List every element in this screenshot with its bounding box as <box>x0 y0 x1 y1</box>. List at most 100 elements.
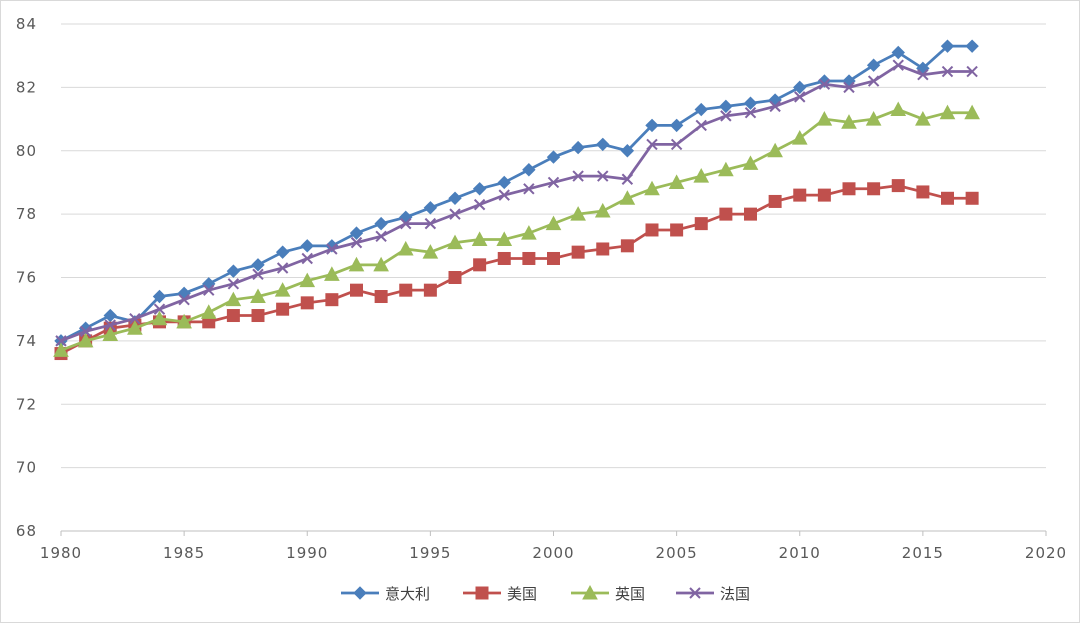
data-point <box>375 230 387 243</box>
series-3 <box>53 101 980 357</box>
data-point <box>251 309 265 323</box>
data-point <box>620 144 635 158</box>
data-point <box>522 163 536 177</box>
data-point <box>720 110 732 122</box>
data-point <box>546 150 561 164</box>
data-point <box>964 104 980 120</box>
data-point <box>324 266 340 281</box>
data-point <box>423 201 438 215</box>
data-point <box>719 207 733 221</box>
series-2 <box>54 179 979 361</box>
data-point <box>127 320 143 335</box>
data-point <box>103 308 117 323</box>
data-point <box>203 284 215 296</box>
data-point <box>200 304 217 319</box>
y-tick-label: 84 <box>16 15 37 33</box>
legend-marker <box>582 584 598 600</box>
data-point <box>129 312 141 325</box>
data-point <box>349 226 364 240</box>
data-point <box>965 39 979 53</box>
data-point <box>767 142 783 158</box>
data-point <box>400 217 412 230</box>
data-point <box>842 182 856 196</box>
data-point <box>791 130 808 145</box>
data-point <box>694 217 708 231</box>
x-tick-label: 2010 <box>779 544 821 562</box>
data-point <box>596 137 610 152</box>
axes <box>60 530 1047 536</box>
data-point <box>496 231 513 246</box>
data-point <box>448 191 462 205</box>
legend-label: 法国 <box>720 585 750 603</box>
series-group <box>53 39 980 361</box>
data-point <box>793 80 807 95</box>
data-point <box>768 194 782 208</box>
data-point <box>325 293 339 307</box>
data-point <box>276 302 290 316</box>
legend-item: 意大利 <box>341 585 430 603</box>
series-4 <box>55 59 978 347</box>
data-point <box>865 111 882 126</box>
data-point <box>572 170 584 182</box>
legend: 意大利 美国 英国 法国 <box>341 584 750 603</box>
data-point <box>176 313 192 329</box>
data-point <box>448 271 462 284</box>
data-point <box>104 319 116 331</box>
data-point <box>251 258 265 272</box>
data-point <box>669 118 684 133</box>
data-point <box>523 183 535 195</box>
data-point <box>252 268 264 281</box>
data-point <box>670 223 684 237</box>
data-point <box>867 75 880 87</box>
data-point <box>817 188 831 202</box>
data-point <box>966 65 978 78</box>
data-point <box>793 188 807 202</box>
data-point <box>299 272 316 288</box>
y-tick-label: 80 <box>16 142 37 160</box>
data-point <box>941 65 954 78</box>
data-point <box>77 332 94 348</box>
x-tick-label: 1990 <box>286 544 328 562</box>
data-point <box>769 100 781 113</box>
data-point <box>350 283 363 297</box>
data-point <box>473 198 486 211</box>
data-point <box>891 179 905 193</box>
data-point <box>916 185 930 199</box>
data-point <box>547 176 560 189</box>
x-tick-label: 2015 <box>902 544 944 562</box>
data-point <box>471 231 488 246</box>
y-tick-label: 72 <box>16 395 37 413</box>
data-point <box>152 289 167 304</box>
data-point <box>374 216 388 231</box>
data-point <box>521 225 537 240</box>
series-line <box>60 184 973 355</box>
data-point <box>79 325 92 338</box>
data-point <box>890 101 907 117</box>
data-point <box>276 262 289 274</box>
data-point <box>153 303 166 315</box>
data-point <box>55 335 67 347</box>
data-point <box>102 326 119 342</box>
data-point <box>498 189 510 201</box>
data-point <box>892 59 904 71</box>
data-point <box>374 290 388 304</box>
legend-item: 法国 <box>676 585 750 603</box>
data-point <box>449 208 461 220</box>
data-point <box>423 283 437 297</box>
data-point <box>843 81 855 94</box>
x-tick-label: 2005 <box>656 544 698 562</box>
data-point <box>668 174 685 189</box>
data-point <box>794 91 806 103</box>
data-point <box>348 256 365 272</box>
data-point <box>300 296 314 310</box>
data-point <box>742 155 759 170</box>
data-point <box>326 243 338 255</box>
data-point <box>597 170 609 182</box>
data-point <box>621 173 634 185</box>
data-point <box>941 191 954 205</box>
data-point <box>596 242 610 256</box>
y-tick-label: 78 <box>16 205 37 223</box>
legend-label: 意大利 <box>385 585 430 603</box>
data-point <box>373 256 389 272</box>
